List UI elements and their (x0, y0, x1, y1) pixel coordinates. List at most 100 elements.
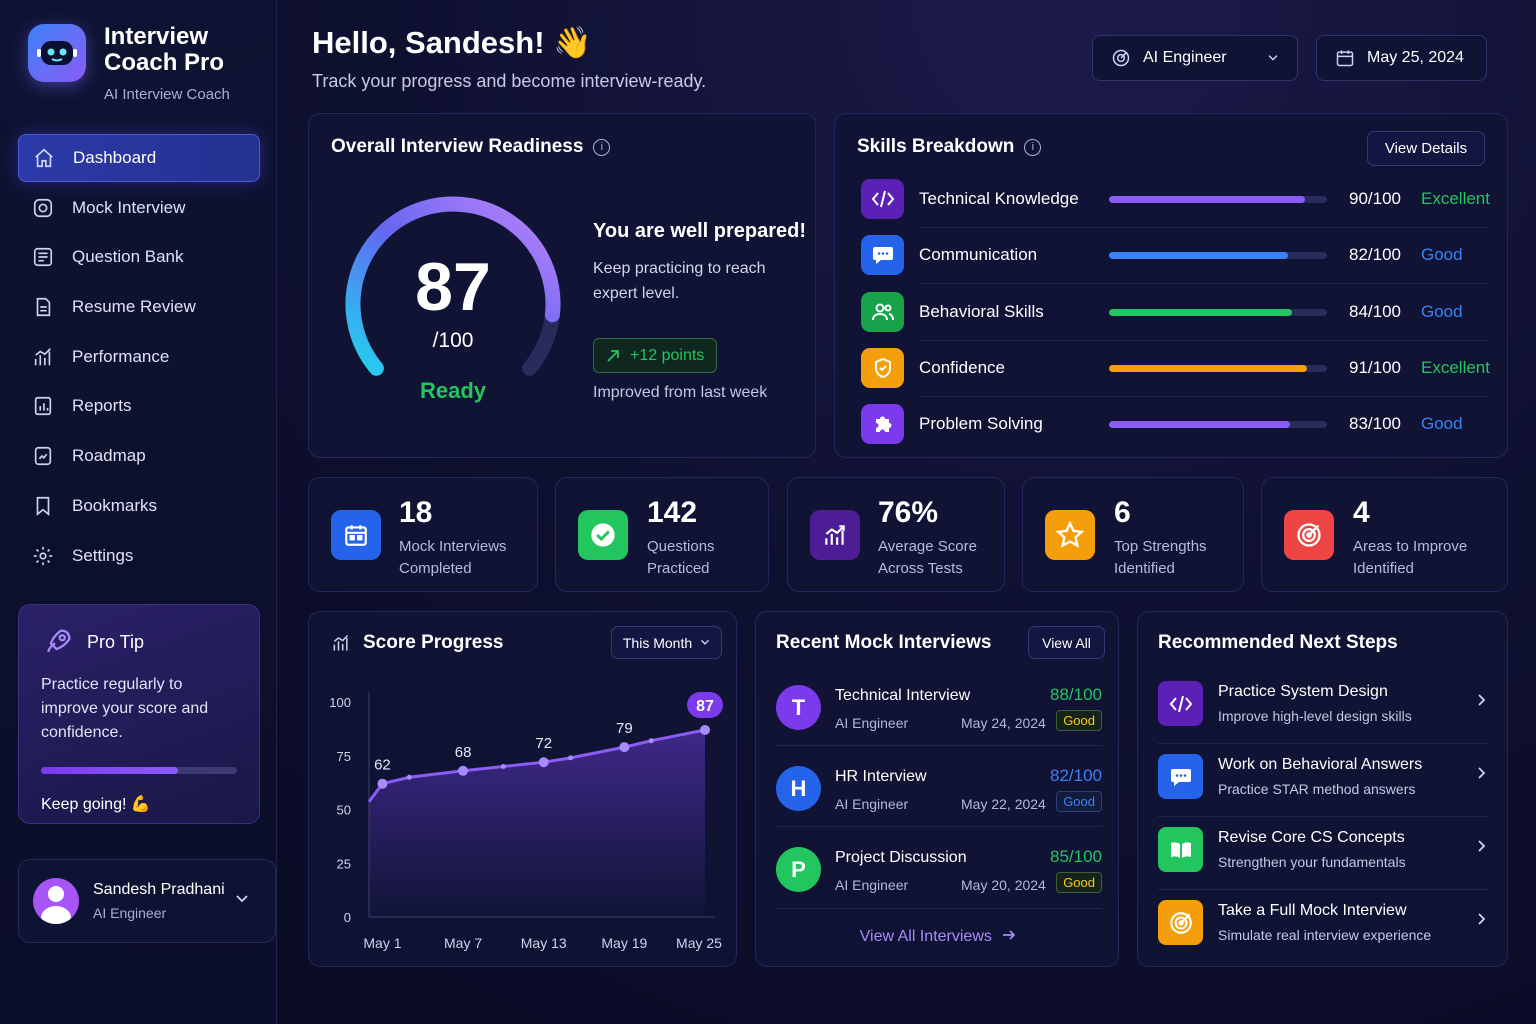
skill-level: Good (1421, 414, 1463, 433)
sidebar-item-label: Roadmap (72, 446, 146, 466)
skills-title-text: Skills Breakdown (857, 136, 1015, 157)
chevron-right-icon (1478, 840, 1486, 852)
book-icon (1158, 827, 1203, 872)
stat-card-areas-to-improve[interactable]: 4 Areas to Improve Identified (1261, 477, 1508, 592)
interview-role: AI Engineer (835, 877, 909, 893)
info-icon[interactable]: i (1024, 139, 1042, 156)
stat-label-line: Across Tests (878, 560, 963, 577)
divider (921, 340, 1487, 341)
next-step-item[interactable]: Practice System Design Improve high-leve… (1158, 670, 1488, 744)
skill-bar-fill (1109, 420, 1290, 428)
shield-icon (861, 348, 904, 388)
skill-name: Confidence (919, 358, 1006, 377)
chevron-down-icon[interactable] (235, 894, 249, 904)
stat-card-questions[interactable]: 142 Questions Practiced (555, 477, 769, 592)
next-step-item[interactable]: Work on Behavioral Answers Practice STAR… (1158, 743, 1488, 817)
interview-title: Technical Interview (835, 687, 971, 704)
stat-label-line: Mock Interviews (399, 538, 507, 555)
date-picker[interactable]: May 25, 2024 (1316, 35, 1487, 81)
skill-bar (1109, 251, 1327, 259)
data-label: 79 (616, 720, 633, 737)
score-progress-card: Score Progress This Month 0 25 50 75 100 May … (308, 611, 737, 967)
info-icon[interactable]: i (593, 139, 611, 156)
report-icon (34, 397, 52, 416)
sidebar-item-question-bank[interactable]: Question Bank (18, 233, 260, 281)
view-all-interviews-label: View All Interviews (859, 928, 992, 945)
home-icon (35, 148, 53, 168)
sidebar-item-bookmarks[interactable]: Bookmarks (18, 482, 260, 530)
stat-label-line: Practiced (647, 560, 710, 577)
interview-item[interactable]: P Project Discussion AI Engineer May 20,… (776, 845, 1102, 905)
avatar (33, 878, 79, 924)
x-tick-label: May 19 (601, 935, 647, 951)
sidebar-item-mock-interview[interactable]: Mock Interview (18, 184, 260, 232)
chart-icon (34, 347, 51, 365)
skill-name: Communication (919, 245, 1038, 264)
sidebar-item-dashboard[interactable]: Dashboard (18, 134, 260, 182)
view-details-button[interactable]: View Details (1367, 131, 1485, 166)
next-step-item[interactable]: Take a Full Mock Interview Simulate real… (1158, 889, 1488, 963)
skill-bar-fill (1109, 364, 1308, 372)
interview-item[interactable]: H HR Interview AI Engineer May 22, 2024 … (776, 764, 1102, 824)
users-icon (861, 292, 904, 332)
readiness-title-text: Overall Interview Readiness (331, 136, 584, 157)
interview-date: May 24, 2024 (961, 715, 1046, 731)
stat-card-mock-interviews[interactable]: 18 Mock Interviews Completed (308, 477, 538, 592)
stat-label: Average Score Across Tests (878, 536, 977, 580)
interview-title: HR Interview (835, 768, 927, 785)
stat-card-strengths[interactable]: 6 Top Strengths Identified (1022, 477, 1244, 592)
next-step-subtitle: Practice STAR method answers (1218, 781, 1416, 797)
data-label: 87 (696, 698, 714, 715)
sidebar-item-label: Mock Interview (72, 197, 186, 217)
data-label-badge (687, 691, 723, 718)
stat-card-average-score[interactable]: 76% Average Score Across Tests (787, 477, 1005, 592)
interview-title: Project Discussion (835, 849, 967, 866)
next-steps-title: Recommended Next Steps (1158, 632, 1398, 653)
skill-bar (1109, 308, 1327, 316)
chat-icon (861, 235, 904, 275)
sidebar-item-settings[interactable]: Settings (18, 532, 260, 580)
view-all-button[interactable]: View All (1028, 626, 1105, 659)
header: Hello, Sandesh! 👋 Track your progress an… (312, 24, 706, 92)
score-progress-title: Score Progress (363, 632, 504, 653)
range-select[interactable]: This Month (611, 626, 722, 659)
chart-icon (333, 634, 349, 651)
sidebar-item-performance[interactable]: Performance (18, 333, 260, 381)
readiness-max: /100 (432, 329, 474, 352)
interview-item[interactable]: T Technical Interview AI Engineer May 24… (776, 683, 1102, 743)
skill-bar (1109, 420, 1327, 428)
series-line (367, 728, 706, 803)
data-point (700, 724, 710, 735)
app-logo[interactable]: Interview Coach Pro AI Interview Coach (28, 24, 244, 103)
x-tick-label: May 7 (444, 935, 482, 951)
divider (921, 283, 1487, 284)
skill-bar-fill (1109, 195, 1306, 203)
view-all-interviews-link[interactable]: View All Interviews (756, 928, 1120, 946)
sidebar-item-reports[interactable]: Reports (18, 382, 260, 430)
stat-label-line: Top Strengths (1114, 538, 1207, 555)
skill-bar-fill (1109, 308, 1293, 316)
next-step-item[interactable]: Revise Core CS Concepts Strengthen your … (1158, 816, 1488, 890)
divider (1158, 816, 1488, 817)
y-tick-label: 25 (337, 856, 351, 871)
readiness-status: Ready (419, 378, 487, 403)
stat-value: 76% (878, 496, 939, 529)
stat-value: 6 (1114, 496, 1131, 529)
bookmark-icon (36, 496, 50, 516)
divider (1158, 743, 1488, 744)
stat-value: 142 (647, 496, 698, 529)
role-select-value: AI Engineer (1143, 49, 1227, 66)
x-tick-label: May 13 (521, 935, 567, 951)
role-select[interactable]: AI Engineer (1092, 35, 1298, 81)
sidebar-item-resume-review[interactable]: Resume Review (18, 283, 260, 331)
chevron-right-icon (1478, 767, 1486, 779)
data-point (648, 738, 654, 744)
interview-avatar: P (776, 847, 821, 892)
skill-score: 91/100 (1349, 358, 1401, 377)
sidebar: Interview Coach Pro AI Interview Coach D… (0, 0, 277, 1024)
divider (776, 826, 1102, 827)
user-profile[interactable]: Sandesh Pradhani AI Engineer (18, 859, 276, 943)
data-point (568, 755, 574, 761)
skill-score: 83/100 (1349, 414, 1401, 433)
sidebar-item-roadmap[interactable]: Roadmap (18, 432, 260, 480)
